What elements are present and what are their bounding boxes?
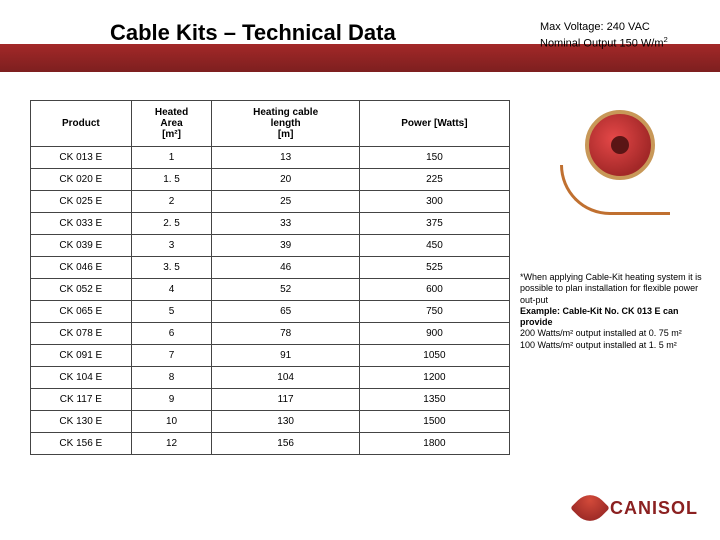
table-cell: 750 [359,301,509,323]
table-cell: 2. 5 [131,213,212,235]
table-header: HeatedArea[m²] [131,101,212,147]
table-cell: CK 020 E [31,169,132,191]
table-cell: 3. 5 [131,257,212,279]
table-cell: 91 [212,345,359,367]
table-cell: 7 [131,345,212,367]
table-cell: CK 013 E [31,147,132,169]
table-cell: 78 [212,323,359,345]
table-cell: 600 [359,279,509,301]
table-cell: 2 [131,191,212,213]
table-row: CK 052 E452600 [31,279,510,301]
spec-summary: Max Voltage: 240 VAC Nominal Output 150 … [540,20,668,51]
table-row: CK 117 E91171350 [31,389,510,411]
table-cell: 117 [212,389,359,411]
table-cell: CK 025 E [31,191,132,213]
table-cell: CK 117 E [31,389,132,411]
table-cell: 9 [131,389,212,411]
table-cell: 12 [131,433,212,455]
table-row: CK 091 E7911050 [31,345,510,367]
table-cell: 46 [212,257,359,279]
table-cell: 130 [212,411,359,433]
table-cell: 20 [212,169,359,191]
table-cell: 39 [212,235,359,257]
table-cell: 1500 [359,411,509,433]
table-cell: 1 [131,147,212,169]
table-cell: 4 [131,279,212,301]
table-cell: 1. 5 [131,169,212,191]
leaf-icon [570,488,610,528]
table-cell: 8 [131,367,212,389]
table-row: CK 046 E3. 546525 [31,257,510,279]
table-cell: 25 [212,191,359,213]
footnote: *When applying Cable-Kit heating system … [520,272,710,351]
table-cell: 6 [131,323,212,345]
table-cell: 300 [359,191,509,213]
cable-spool-image [570,110,670,220]
table-row: CK 039 E339450 [31,235,510,257]
table-cell: 1050 [359,345,509,367]
page-title: Cable Kits – Technical Data [110,20,396,46]
table-row: CK 013 E113150 [31,147,510,169]
table-cell: 33 [212,213,359,235]
table-row: CK 025 E225300 [31,191,510,213]
table-cell: 525 [359,257,509,279]
max-voltage: Max Voltage: 240 VAC [540,20,668,35]
table-cell: 1200 [359,367,509,389]
table-row: CK 156 E121561800 [31,433,510,455]
table-cell: 52 [212,279,359,301]
table-cell: CK 156 E [31,433,132,455]
table-cell: CK 033 E [31,213,132,235]
table-cell: CK 104 E [31,367,132,389]
table-cell: 13 [212,147,359,169]
table-cell: 1800 [359,433,509,455]
table-cell: 10 [131,411,212,433]
table-cell: 900 [359,323,509,345]
table-cell: CK 065 E [31,301,132,323]
nominal-output: Nominal Output 150 W/m2 [540,35,668,52]
brand-name: CANISOL [610,498,698,519]
table-cell: 3 [131,235,212,257]
table-cell: CK 091 E [31,345,132,367]
table-cell: 225 [359,169,509,191]
table-header: Heating cablelength[m] [212,101,359,147]
table-row: CK 033 E2. 533375 [31,213,510,235]
table-cell: CK 052 E [31,279,132,301]
table-cell: 1350 [359,389,509,411]
table-cell: 450 [359,235,509,257]
table-row: CK 130 E101301500 [31,411,510,433]
table-cell: 104 [212,367,359,389]
brand-logo: CANISOL [576,494,698,522]
tech-data-table: ProductHeatedArea[m²]Heating cablelength… [30,100,510,455]
table-cell: 375 [359,213,509,235]
table-cell: 65 [212,301,359,323]
table-cell: 150 [359,147,509,169]
table-header: Power [Watts] [359,101,509,147]
table-row: CK 104 E81041200 [31,367,510,389]
table-row: CK 020 E1. 520225 [31,169,510,191]
table-row: CK 065 E565750 [31,301,510,323]
table-cell: CK 046 E [31,257,132,279]
table-cell: CK 039 E [31,235,132,257]
table-cell: 5 [131,301,212,323]
table-header: Product [31,101,132,147]
table-cell: CK 078 E [31,323,132,345]
table-cell: 156 [212,433,359,455]
table-cell: CK 130 E [31,411,132,433]
table-row: CK 078 E678900 [31,323,510,345]
